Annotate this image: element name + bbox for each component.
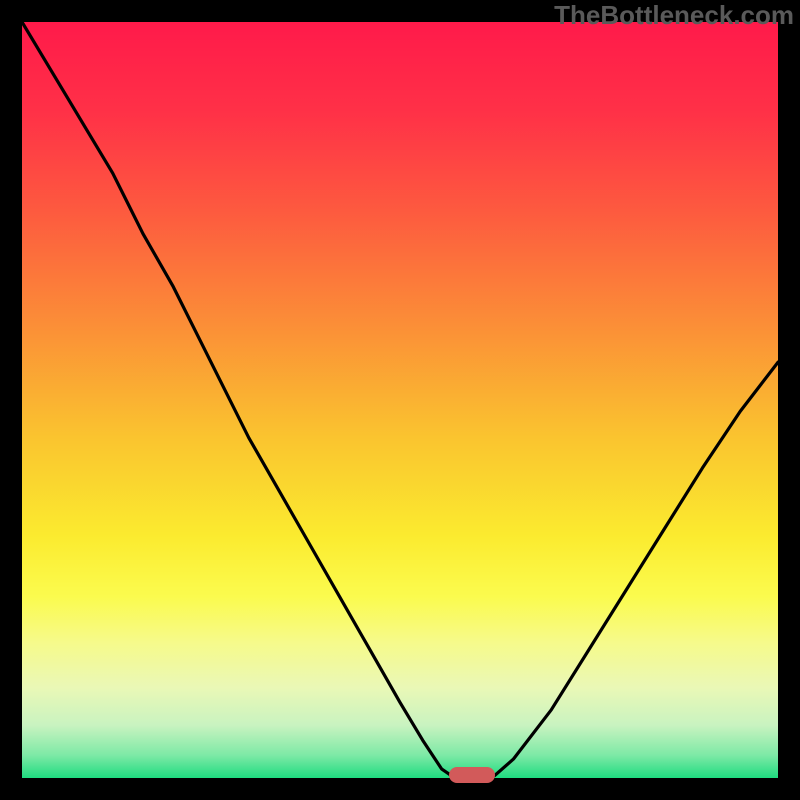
gradient-background <box>22 22 778 778</box>
optimum-marker-pill <box>449 767 495 783</box>
watermark-text: TheBottleneck.com <box>554 0 794 31</box>
bottleneck-chart <box>22 22 778 778</box>
optimum-marker <box>449 767 495 783</box>
